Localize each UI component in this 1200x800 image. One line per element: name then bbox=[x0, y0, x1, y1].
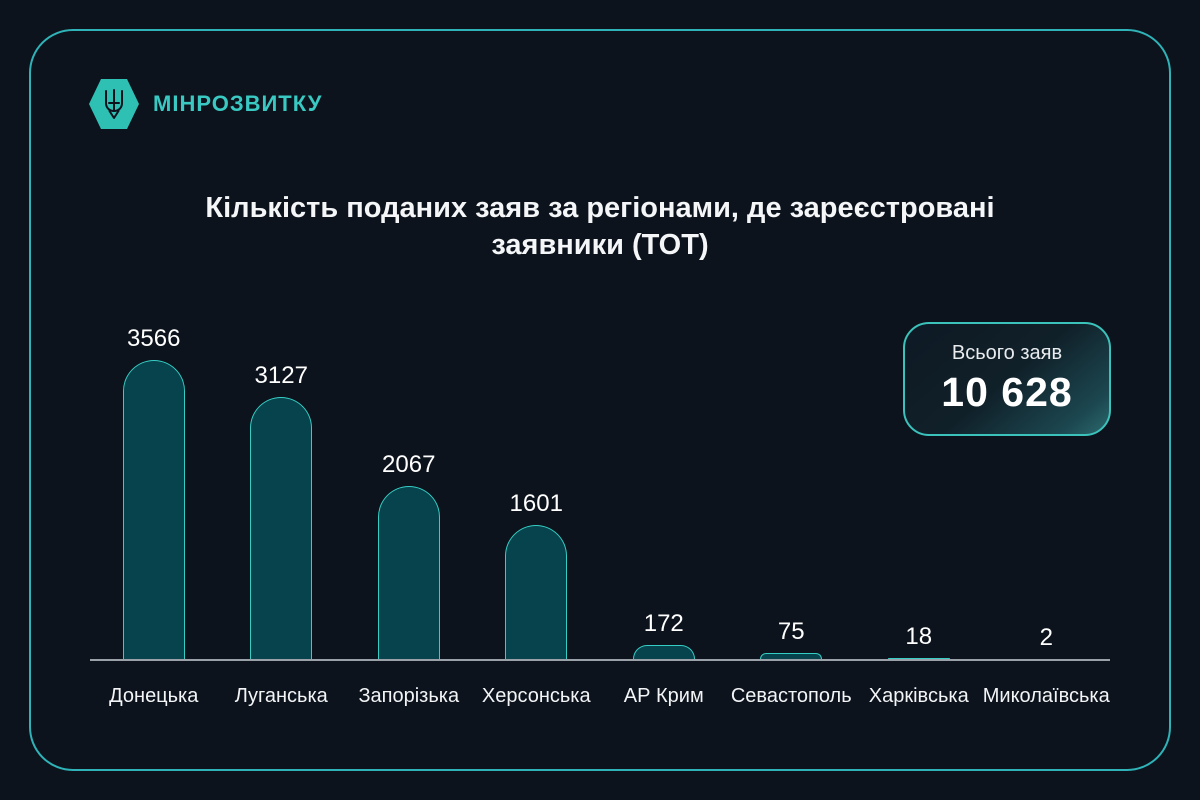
bar-value-label: 18 bbox=[905, 622, 933, 650]
bar-category-label: Херсонська bbox=[481, 684, 591, 707]
bar-category-label: Севастополь bbox=[730, 684, 852, 707]
bar bbox=[377, 485, 440, 659]
bar-category-label: Миколаївська bbox=[982, 684, 1110, 707]
bar-category-label: Запорізька bbox=[358, 684, 460, 707]
logo: МІНРОЗВИТКУ bbox=[88, 78, 322, 130]
trident-hexagon-icon bbox=[89, 79, 139, 129]
bar bbox=[632, 644, 695, 659]
bar-value-label: 2 bbox=[1039, 624, 1053, 651]
bar-slot: 172 bbox=[600, 609, 728, 659]
bar bbox=[760, 652, 823, 659]
bar-value-label: 2067 bbox=[382, 450, 436, 478]
bar-slot: 75 bbox=[728, 617, 856, 659]
bar-slot: 18 bbox=[855, 622, 983, 659]
category-labels-row: Донецька Луганська Запорізька Херсонська… bbox=[90, 685, 1110, 708]
bars-row: 3566 3127 2067 1601 172 75 18 2 bbox=[90, 319, 1110, 659]
bar-slot: 3566 bbox=[90, 326, 218, 659]
x-axis-line bbox=[90, 659, 1110, 661]
bar-value-label: 3127 bbox=[254, 361, 308, 389]
bar-slot: 3127 bbox=[218, 361, 346, 659]
bar-value-label: 1601 bbox=[509, 489, 563, 517]
bar-slot: 2067 bbox=[345, 450, 473, 659]
bar bbox=[250, 396, 313, 659]
bar-value-label: 75 bbox=[777, 617, 805, 645]
logo-text: МІНРОЗВИТКУ bbox=[153, 91, 323, 116]
total-badge-label: Всього заяв bbox=[951, 342, 1063, 364]
total-badge-value: 10 628 bbox=[941, 369, 1073, 415]
bar bbox=[505, 524, 568, 659]
bar-slot: 2 bbox=[983, 625, 1111, 659]
bar-value-label: 3566 bbox=[127, 325, 181, 352]
bar-slot: 1601 bbox=[473, 489, 601, 659]
bar-category-label: Луганська bbox=[234, 684, 328, 707]
chart-title-line2: заявники (ТОТ) bbox=[491, 229, 709, 261]
bar-value-label: 172 bbox=[643, 609, 684, 637]
chart-title: Кількість поданих заяв за регіонами, де … bbox=[0, 190, 1200, 264]
bar-chart: 3566 3127 2067 1601 172 75 18 2 bbox=[90, 319, 1110, 708]
bar bbox=[122, 360, 185, 659]
bar-category-label: Харківська bbox=[868, 684, 969, 707]
bar-category-label: АР Крим bbox=[623, 684, 704, 707]
chart-title-line1: Кількість поданих заяв за регіонами, де … bbox=[205, 192, 995, 224]
bar-category-label: Донецька bbox=[109, 684, 199, 707]
bar bbox=[887, 657, 950, 659]
total-badge: Всього заяв 10 628 bbox=[903, 322, 1111, 436]
